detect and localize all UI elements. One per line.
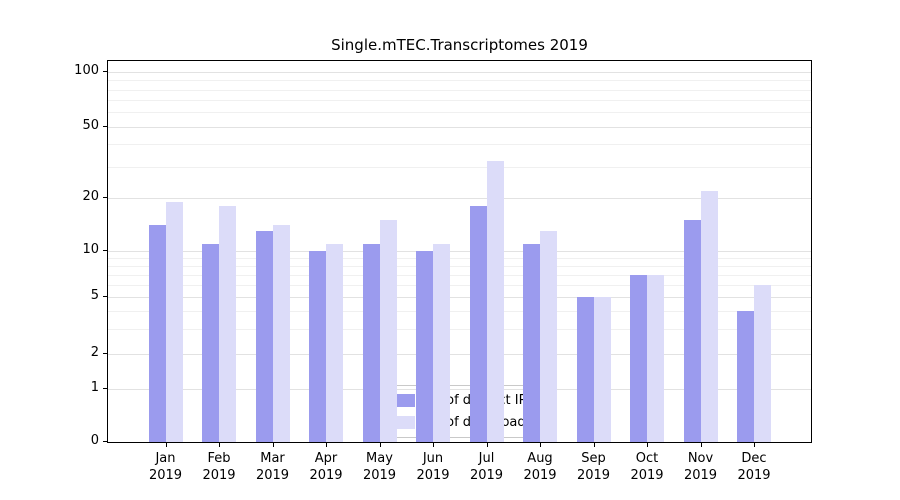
bar-distinct-ips-nov <box>683 220 701 442</box>
x-tick-mark <box>219 443 220 447</box>
bar-distinct-ips-jul <box>469 206 487 442</box>
bar-distinct-ips-jan <box>148 225 166 442</box>
minor-gridline <box>108 100 811 102</box>
y-tick-mark <box>103 388 107 390</box>
minor-gridline <box>108 265 811 267</box>
minor-gridline <box>108 328 811 330</box>
legend: Nb of distinct IPs Nb of downloads <box>377 385 545 438</box>
bar-downloads-mar <box>272 225 290 442</box>
bar-distinct-ips-jun <box>416 251 433 442</box>
bar-downloads-jun <box>433 243 450 442</box>
bar-distinct-ips-apr <box>309 251 326 442</box>
plot-area: Nb of distinct IPs Nb of downloads <box>107 60 812 443</box>
minor-gridline <box>108 80 811 82</box>
y-tick-label: 0 <box>90 433 99 448</box>
bar-distinct-ips-may <box>362 243 380 442</box>
x-tick-mark <box>593 443 595 447</box>
x-tick-label: Jul 2019 <box>469 451 504 483</box>
x-tick-label: Nov 2019 <box>683 451 718 483</box>
y-tick-label: 1 <box>90 380 99 396</box>
minor-gridline <box>108 112 811 114</box>
y-tick-label: 5 <box>90 287 99 303</box>
y-tick-mark <box>103 441 107 442</box>
bar-downloads-may <box>379 220 397 442</box>
bar-downloads-apr <box>326 243 343 442</box>
bar-distinct-ips-dec <box>737 310 754 442</box>
y-tick-mark <box>103 295 107 297</box>
legend-item-distinct-ips: Nb of distinct IPs <box>389 393 533 408</box>
bar-downloads-jul <box>486 161 504 442</box>
x-tick-label: Jan 2019 <box>148 451 183 483</box>
bar-distinct-ips-sep <box>576 296 594 442</box>
x-tick-label: Sep 2019 <box>576 451 611 483</box>
bar-distinct-ips-aug <box>523 243 540 442</box>
bar-downloads-jan <box>165 202 183 442</box>
y-tick-mark <box>103 71 107 72</box>
bar-downloads-nov <box>700 190 718 442</box>
major-gridline <box>108 296 811 298</box>
minor-gridline <box>108 166 811 168</box>
x-tick-label: May 2019 <box>362 451 397 483</box>
minor-gridline <box>108 284 811 286</box>
major-gridline <box>108 72 811 73</box>
major-gridline <box>108 389 811 391</box>
y-tick-label: 100 <box>74 63 99 78</box>
y-tick-mark <box>103 250 107 252</box>
x-tick-mark <box>272 443 274 447</box>
x-tick-mark <box>486 443 488 447</box>
bar-downloads-aug <box>540 231 557 442</box>
x-tick-mark <box>433 443 434 447</box>
y-tick-label: 10 <box>82 242 99 258</box>
x-tick-mark <box>326 443 327 447</box>
x-tick-label: Aug 2019 <box>523 451 557 483</box>
minor-gridline <box>108 144 811 145</box>
bar-downloads-dec <box>754 284 771 442</box>
bar-downloads-sep <box>593 296 611 442</box>
x-tick-mark <box>540 443 541 447</box>
y-tick-mark <box>103 197 107 199</box>
bar-distinct-ips-feb <box>202 243 219 442</box>
y-tick-mark <box>103 353 107 355</box>
minor-gridline <box>108 274 811 276</box>
x-tick-label: Dec 2019 <box>737 451 771 483</box>
chart-title: Single.mTEC.Transcriptomes 2019 <box>331 36 588 54</box>
x-tick-label: Apr 2019 <box>309 451 343 483</box>
x-tick-mark <box>165 443 167 447</box>
x-tick-mark <box>700 443 702 447</box>
y-tick-label: 20 <box>82 189 99 205</box>
major-gridline <box>108 354 811 356</box>
x-tick-label: Jun 2019 <box>416 451 450 483</box>
major-gridline <box>108 126 811 128</box>
bar-distinct-ips-oct <box>630 274 647 442</box>
x-tick-mark <box>647 443 648 447</box>
x-tick-mark <box>754 443 755 447</box>
x-tick-mark <box>379 443 381 447</box>
legend-item-downloads: Nb of downloads <box>389 415 533 430</box>
minor-gridline <box>108 310 811 312</box>
minor-gridline <box>108 89 811 91</box>
bar-downloads-feb <box>219 206 236 442</box>
y-tick-mark <box>103 125 107 127</box>
x-tick-label: Mar 2019 <box>255 451 290 483</box>
bar-downloads-oct <box>647 274 664 442</box>
y-tick-label: 2 <box>90 345 99 361</box>
major-gridline <box>108 251 811 253</box>
x-tick-label: Oct 2019 <box>630 451 664 483</box>
y-tick-label: 50 <box>82 117 99 133</box>
major-gridline <box>108 198 811 200</box>
bar-distinct-ips-mar <box>255 231 273 442</box>
minor-gridline <box>108 258 811 260</box>
x-tick-label: Feb 2019 <box>202 451 236 483</box>
